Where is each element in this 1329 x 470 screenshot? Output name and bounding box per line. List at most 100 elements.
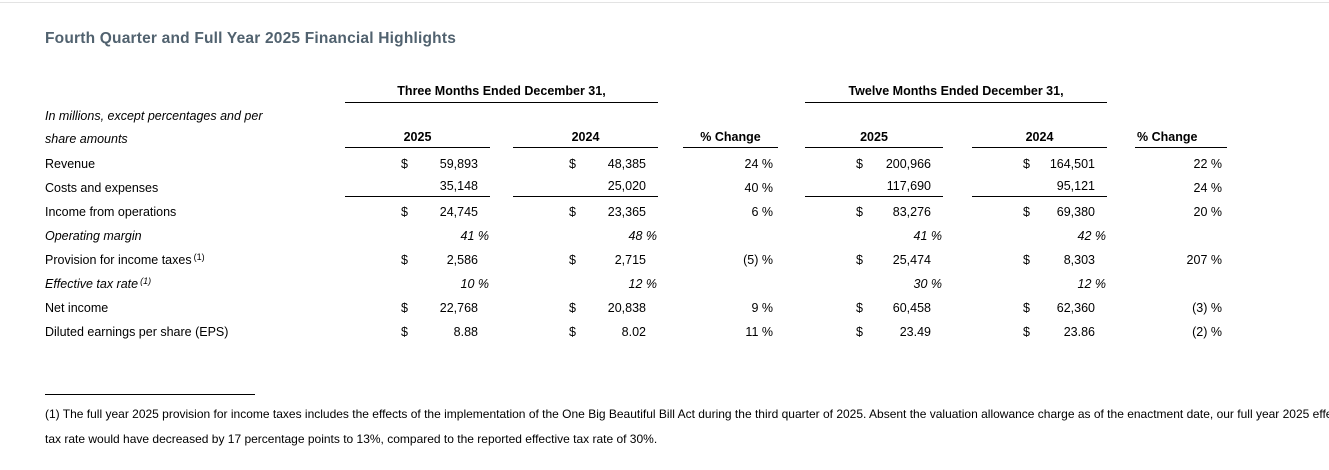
cell-tm-2025: 35,148 — [345, 176, 490, 197]
table-caption-note-line2: share amounts — [45, 132, 128, 146]
currency-symbol: $ — [401, 205, 408, 219]
cell-tm-2025: $22,768 — [345, 296, 490, 320]
cell-tw-change: 22 % — [1193, 157, 1223, 171]
cell-tw-2024: $164,501 — [972, 152, 1107, 176]
cell-value: 48 % — [628, 229, 658, 243]
table-row-effective-tax-rate: Effective tax rate (1) 10 % 12 % 30 % 12 … — [45, 272, 1227, 296]
col-header-tm-2024: 2024 — [513, 128, 658, 148]
cell-value: 200,966 — [885, 157, 931, 171]
cell-value: 95,121 — [1056, 179, 1095, 193]
cell-tw-change: 207 % — [1186, 253, 1222, 267]
cell-value: 117,690 — [886, 179, 931, 193]
table-row-diluted-eps: Diluted earnings per share (EPS) $8.88 $… — [45, 320, 1227, 344]
footnote-marker: (1) — [193, 252, 205, 262]
cell-value: 25,474 — [892, 253, 931, 267]
currency-symbol: $ — [856, 205, 863, 219]
col-header-tw-2025: 2025 — [805, 128, 943, 148]
cell-tm-2024: 25,020 — [513, 176, 658, 197]
cell-value: 2,715 — [614, 253, 646, 267]
cell-tm-2024: $20,838 — [513, 296, 658, 320]
cell-value: 62,360 — [1056, 301, 1095, 315]
row-label: Costs and expenses — [45, 181, 159, 195]
cell-value: 35,148 — [439, 179, 478, 193]
currency-symbol: $ — [856, 157, 863, 171]
window-top-edge — [0, 2, 1329, 3]
table-row-operating-margin: Operating margin 41 % 48 % 41 % 42 % — [45, 224, 1227, 248]
col-header-tm-change: % Change — [683, 128, 778, 148]
cell-value: 12 % — [1077, 277, 1107, 291]
cell-tm-change: 24 % — [744, 157, 774, 171]
col-header-tw-change: % Change — [1135, 128, 1227, 148]
currency-symbol: $ — [856, 325, 863, 339]
col-header-tm-2025: 2025 — [345, 128, 490, 148]
cell-tw-2024: 95,121 — [972, 176, 1107, 197]
row-label: Income from operations — [45, 205, 177, 219]
page-title: Fourth Quarter and Full Year 2025 Financ… — [45, 30, 457, 47]
cell-tm-change: 40 % — [744, 181, 774, 195]
cell-tm-2024: $48,385 — [513, 152, 658, 176]
cell-tm-change: 11 % — [745, 325, 773, 339]
cell-value: 24,745 — [439, 205, 478, 219]
footnote-marker: (1) — [140, 276, 152, 286]
cell-tm-change: (5) % — [743, 253, 773, 267]
currency-symbol: $ — [856, 301, 863, 315]
cell-tw-2024: $8,303 — [972, 248, 1107, 272]
currency-symbol: $ — [401, 157, 408, 171]
currency-symbol: $ — [401, 325, 408, 339]
cell-tm-2025: 41 % — [345, 224, 490, 248]
cell-value: 59,893 — [439, 157, 478, 171]
cell-tm-2024: $8.02 — [513, 320, 658, 344]
cell-value: 10 % — [460, 277, 490, 291]
row-label: Net income — [45, 301, 109, 315]
cell-tw-change: (3) % — [1192, 301, 1222, 315]
cell-tw-2025: $200,966 — [805, 152, 943, 176]
group-header-three-months: Three Months Ended December 31, — [345, 84, 658, 103]
currency-symbol: $ — [401, 301, 408, 315]
cell-tw-2024: $69,380 — [972, 200, 1107, 224]
cell-tw-2025: 41 % — [805, 224, 943, 248]
currency-symbol: $ — [569, 301, 576, 315]
cell-tm-2025: $59,893 — [345, 152, 490, 176]
currency-symbol: $ — [1023, 157, 1030, 171]
currency-symbol: $ — [569, 325, 576, 339]
footnote-text-line2: tax rate would have decreased by 17 perc… — [45, 432, 658, 446]
cell-value: 23.86 — [1063, 325, 1095, 339]
cell-tw-2024: 12 % — [972, 272, 1107, 296]
currency-symbol: $ — [856, 253, 863, 267]
cell-tw-2025: $83,276 — [805, 200, 943, 224]
cell-tm-2025: $8.88 — [345, 320, 490, 344]
cell-value: 23.49 — [899, 325, 931, 339]
currency-symbol: $ — [1023, 301, 1030, 315]
row-label: Revenue — [45, 157, 96, 171]
footnote-divider — [45, 394, 255, 395]
cell-value: 164,501 — [1049, 157, 1095, 171]
row-label: Provision for income taxes (1) — [45, 248, 345, 272]
currency-symbol: $ — [401, 253, 408, 267]
cell-tm-2024: 48 % — [513, 224, 658, 248]
cell-value: 2,586 — [446, 253, 478, 267]
table-caption-note-line1: In millions, except percentages and per — [45, 109, 263, 123]
currency-symbol: $ — [569, 157, 576, 171]
table-row-revenue: Revenue $59,893 $48,385 24 % $200,966 $1… — [45, 152, 1227, 176]
row-label-text: Provision for income taxes — [45, 253, 192, 267]
cell-value: 42 % — [1077, 229, 1107, 243]
currency-symbol: $ — [1023, 205, 1030, 219]
currency-symbol: $ — [1023, 325, 1030, 339]
cell-tm-2025: $24,745 — [345, 200, 490, 224]
footnote-text-line1: (1) The full year 2025 provision for inc… — [45, 407, 1329, 421]
cell-tw-2024: $23.86 — [972, 320, 1107, 344]
cell-value: 8.88 — [453, 325, 478, 339]
cell-tm-2025: $2,586 — [345, 248, 490, 272]
cell-tm-2024: $23,365 — [513, 200, 658, 224]
table-row-net-income: Net income $22,768 $20,838 9 % $60,458 $… — [45, 296, 1227, 320]
cell-tm-2024: 12 % — [513, 272, 658, 296]
cell-value: 30 % — [913, 277, 943, 291]
cell-value: 20,838 — [607, 301, 646, 315]
row-label: Effective tax rate (1) — [45, 272, 345, 296]
col-header-tw-2024: 2024 — [972, 128, 1107, 148]
cell-tw-2024: 42 % — [972, 224, 1107, 248]
cell-tw-2025: $23.49 — [805, 320, 943, 344]
cell-tw-2025: 117,690 — [805, 176, 943, 197]
group-header-twelve-months: Twelve Months Ended December 31, — [805, 84, 1107, 103]
cell-value: 8,303 — [1063, 253, 1095, 267]
